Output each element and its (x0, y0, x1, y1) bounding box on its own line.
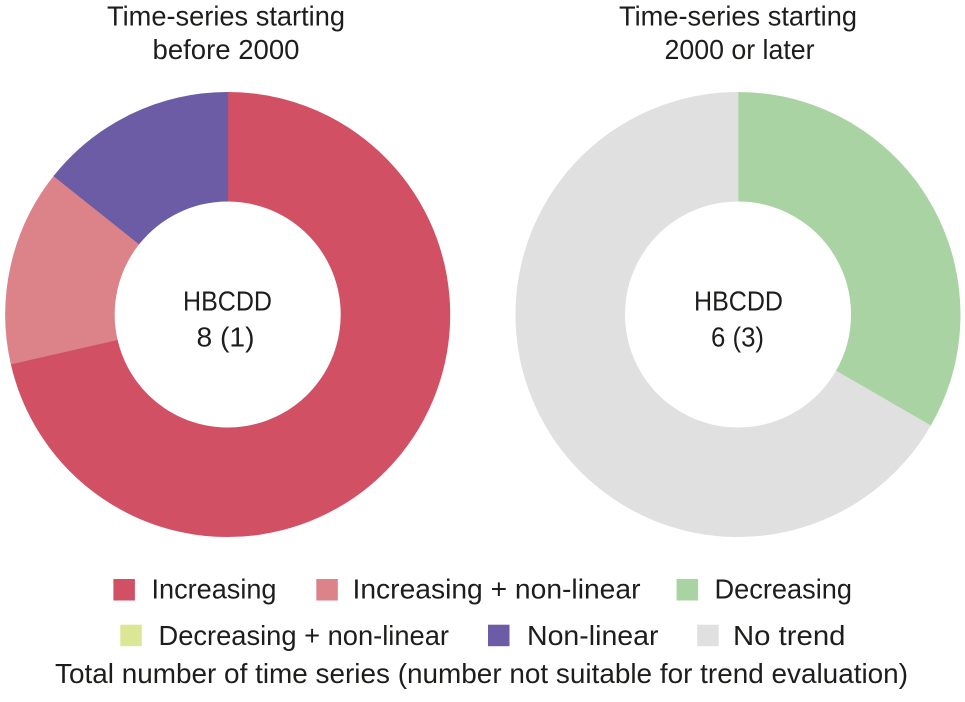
svg-text:Decreasing: Decreasing (715, 573, 853, 604)
svg-text:Decreasing + non-linear: Decreasing + non-linear (159, 620, 450, 651)
svg-text:HBCDD: HBCDD (694, 286, 783, 317)
svg-text:Increasing: Increasing (152, 573, 277, 604)
svg-text:Total number of time series (n: Total number of time series (number not … (55, 658, 908, 689)
svg-text:before 2000: before 2000 (153, 34, 300, 65)
svg-text:Non-linear: Non-linear (527, 620, 659, 651)
svg-text:Increasing + non-linear: Increasing + non-linear (353, 573, 641, 604)
svg-text:No trend: No trend (733, 620, 846, 651)
svg-text:Time-series starting: Time-series starting (107, 1, 345, 32)
svg-text:2000 or later: 2000 or later (665, 34, 815, 65)
svg-text:HBCDD: HBCDD (183, 286, 272, 317)
svg-text:6 (3): 6 (3) (711, 322, 764, 353)
svg-text:Time-series starting: Time-series starting (619, 1, 857, 32)
svg-text:8 (1): 8 (1) (197, 322, 255, 353)
